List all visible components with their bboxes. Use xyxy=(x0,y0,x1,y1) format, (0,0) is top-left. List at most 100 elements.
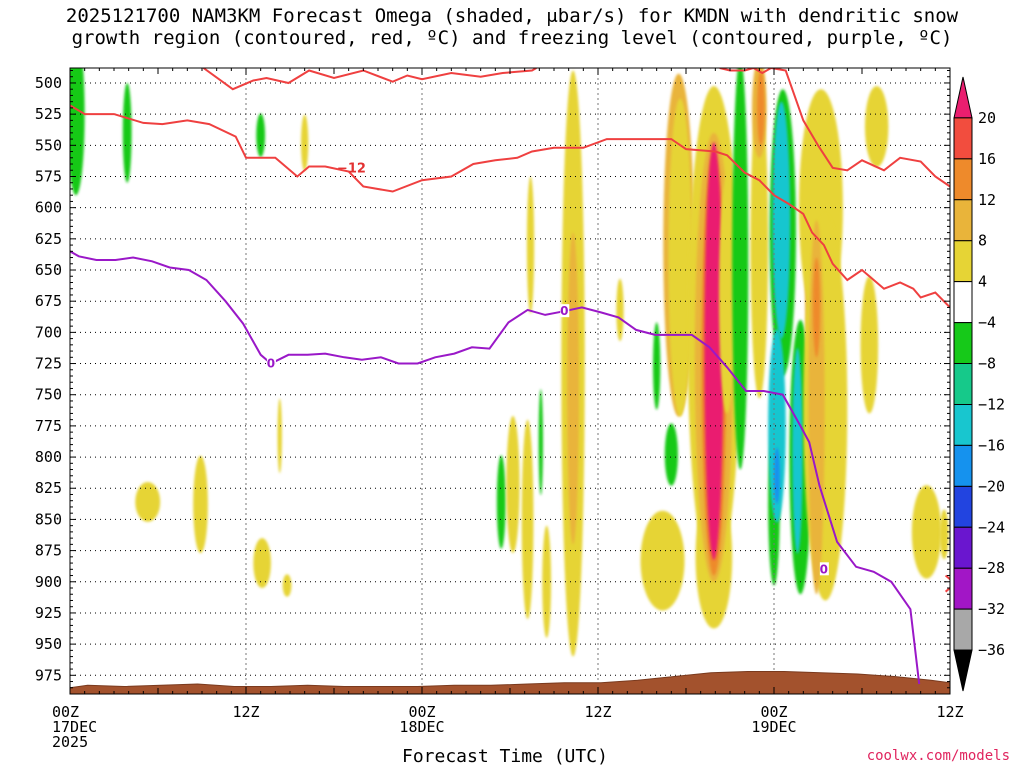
omega-region-4 xyxy=(135,482,161,522)
source-credit: coolwx.com/models xyxy=(866,748,1010,764)
y-tick-label-850: 850 xyxy=(35,510,62,528)
omega-region-33 xyxy=(757,70,765,146)
omega-region-5 xyxy=(193,455,208,554)
x-tick-label-2-0: 00Z xyxy=(408,703,435,721)
colorbar-segment-8 xyxy=(953,403,973,446)
y-tick-label-550: 550 xyxy=(35,136,62,154)
colorbar-label-11: −28 xyxy=(978,559,1005,577)
colorbar-label-13: −36 xyxy=(978,641,1005,659)
x-tick-label-3-0: 12Z xyxy=(584,703,611,721)
omega-region-47 xyxy=(864,86,889,168)
omega-region-49 xyxy=(939,509,949,560)
x-tick-label-1-0: 12Z xyxy=(232,703,259,721)
colorbar-segment-10 xyxy=(953,485,973,528)
omega-region-14 xyxy=(526,176,535,314)
colorbar-label-10: −24 xyxy=(978,518,1005,536)
colorbar-label-8: −16 xyxy=(978,436,1005,454)
omega-region-10 xyxy=(506,415,520,554)
omega-region-9 xyxy=(496,455,506,549)
freezing-level-label-2: 0 xyxy=(820,562,828,576)
omega-region-6 xyxy=(253,538,271,589)
x-tick-label-0-0: 00Z xyxy=(52,703,79,721)
y-tick-label-600: 600 xyxy=(35,199,62,217)
omega-region-11 xyxy=(521,419,534,620)
colorbar: 20 16 12 8 4 −4 −8 −12 −16 −20 −24 −28 −32 −36 xyxy=(953,76,1005,692)
colorbar-segment-5 xyxy=(953,281,973,324)
x-tick-label-4-0: 00Z xyxy=(760,703,787,721)
omega-region-17 xyxy=(640,510,685,611)
omega-region-30 xyxy=(732,68,749,470)
colorbar-label-3: 8 xyxy=(978,232,987,250)
terrain-fill xyxy=(70,671,950,694)
colorbar-segment-12 xyxy=(953,567,973,610)
colorbar-label-5: −4 xyxy=(978,314,996,332)
colorbar-segment-13 xyxy=(953,608,973,651)
omega-region-19 xyxy=(616,278,624,342)
gridlines xyxy=(70,68,950,694)
x-tick-label-0-2: 2025 xyxy=(52,733,88,751)
omega-region-38 xyxy=(774,447,780,504)
y-tick-label-775: 775 xyxy=(35,417,62,435)
y-tick-label-650: 650 xyxy=(35,261,62,279)
omega-region-3 xyxy=(301,114,309,171)
y-tick-label-725: 725 xyxy=(35,355,62,373)
colorbar-segment-3 xyxy=(953,199,973,242)
omega-region-45 xyxy=(812,257,821,358)
omega-region-29 xyxy=(719,176,736,414)
omega-region-20 xyxy=(653,322,661,410)
omega-region-0 xyxy=(70,68,85,196)
dgz-contour-label: −12 xyxy=(337,162,366,177)
contour-layer xyxy=(70,68,950,685)
omega-region-40 xyxy=(792,347,803,554)
x-tick-label-2-1: 18DEC xyxy=(399,718,444,736)
colorbar-label-0: 20 xyxy=(978,109,996,127)
colorbar-segment-2 xyxy=(953,158,973,201)
y-tick-label-950: 950 xyxy=(35,635,62,653)
colorbar-segment-14 xyxy=(953,649,973,692)
x-tick-label-4-1: 19DEC xyxy=(751,718,796,736)
omega-region-1 xyxy=(122,82,132,183)
colorbar-segment-4 xyxy=(953,240,973,283)
dgz-contour-2 xyxy=(70,104,950,309)
dgz-contour-1 xyxy=(719,68,950,188)
dgz-contour-0 xyxy=(202,68,537,91)
omega-region-31 xyxy=(750,86,769,399)
freezing-level-label-1: 0 xyxy=(560,304,568,318)
omega-region-16 xyxy=(567,232,579,545)
omega-region-44 xyxy=(808,220,825,595)
colorbar-segment-9 xyxy=(953,444,973,487)
colorbar-segment-7 xyxy=(953,363,973,405)
colorbar-label-6: −8 xyxy=(978,355,996,373)
colorbar-segment-0 xyxy=(953,76,973,119)
y-axis: 500 525 550 575 600 625 650 675 700 725 750 775 800 8… xyxy=(35,69,950,689)
omega-region-35 xyxy=(772,101,791,339)
y-tick-label-525: 525 xyxy=(35,105,62,123)
omega-region-23 xyxy=(668,98,692,417)
omega-region-13 xyxy=(542,525,552,638)
chart-title-line2: growth region (contoured, red, ºC) and f… xyxy=(71,27,953,49)
y-tick-label-875: 875 xyxy=(35,542,62,560)
colorbar-label-4: 4 xyxy=(978,273,987,291)
freezing-label-bg-1 xyxy=(560,304,570,318)
omega-region-37 xyxy=(768,329,786,523)
colorbar-label-12: −32 xyxy=(978,600,1005,618)
y-tick-label-700: 700 xyxy=(35,323,62,341)
y-tick-label-900: 900 xyxy=(35,573,62,591)
dgz-contour-3 xyxy=(944,574,950,581)
colorbar-label-7: −12 xyxy=(978,395,1005,413)
colorbar-label-9: −20 xyxy=(978,477,1005,495)
omega-region-24 xyxy=(664,423,678,486)
freezing-label-bg-2 xyxy=(819,562,829,576)
y-tick-label-975: 975 xyxy=(35,666,62,684)
colorbar-segment-11 xyxy=(953,526,973,569)
y-tick-label-500: 500 xyxy=(35,74,62,92)
y-tick-label-675: 675 xyxy=(35,292,62,310)
y-tick-label-925: 925 xyxy=(35,604,62,622)
freezing-level-contour xyxy=(70,250,921,685)
freezing-level-label-0: 0 xyxy=(267,357,275,371)
omega-region-7 xyxy=(282,574,292,597)
omega-region-12 xyxy=(538,389,543,496)
y-tick-label-625: 625 xyxy=(35,230,62,248)
omega-region-46 xyxy=(860,276,879,414)
